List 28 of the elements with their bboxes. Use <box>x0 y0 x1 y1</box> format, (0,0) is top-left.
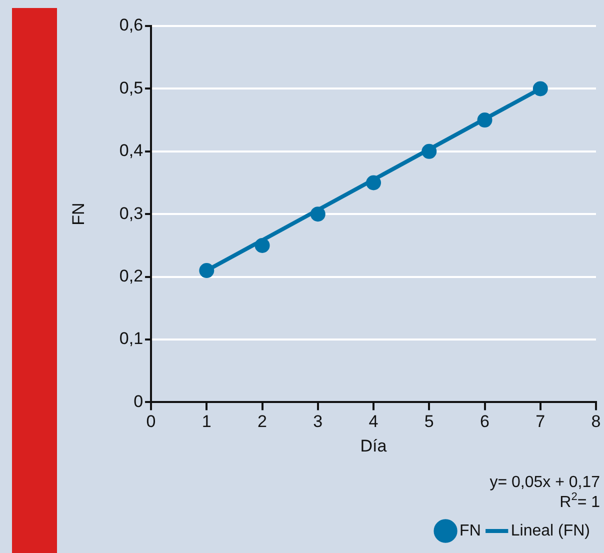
point <box>310 206 326 222</box>
x-tick-label: 3 <box>313 412 323 432</box>
x-tick-label: 7 <box>536 412 546 432</box>
point <box>366 175 382 190</box>
y-tick-label: 0 <box>134 392 144 411</box>
x-axis-title: Día <box>360 436 388 456</box>
text: y= 0,05x + 0,17 <box>490 474 600 491</box>
y-tick-label: 0,6 <box>119 16 144 35</box>
point <box>532 81 548 96</box>
y-axis-title: FN <box>68 202 88 226</box>
y-tick-label: 0,4 <box>119 141 144 160</box>
point <box>254 238 270 253</box>
point <box>477 112 492 128</box>
point <box>422 144 437 159</box>
x-tick-label: 6 <box>480 412 490 432</box>
x-tick-label: 4 <box>368 412 378 432</box>
x-tick-label: 2 <box>258 412 268 432</box>
x-tick-label: 1 <box>202 412 212 432</box>
y-tick-label: 0,2 <box>119 266 144 286</box>
point <box>199 263 214 278</box>
legend-label: Lineal (FN) <box>510 522 590 540</box>
y-tick-label: 0,1 <box>119 329 144 348</box>
x-tick-label: 8 <box>591 412 601 432</box>
y-tick-label: 0,5 <box>119 78 144 98</box>
x-tick-label: 5 <box>424 412 434 432</box>
x-tick-label: 0 <box>146 412 156 432</box>
legend-label: FN <box>460 522 481 540</box>
y-tick-label: 0,3 <box>119 204 144 223</box>
